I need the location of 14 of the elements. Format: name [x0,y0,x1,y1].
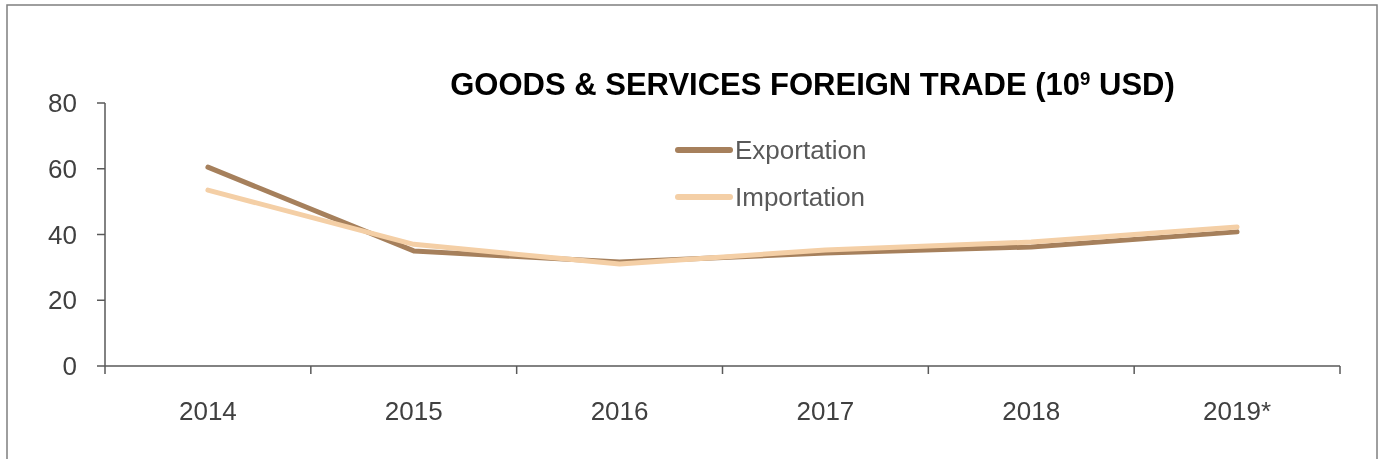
legend-label: Importation [735,182,866,213]
y-tick-label: 20 [48,285,77,316]
y-tick-label: 80 [48,88,77,119]
x-tick-label: 2019* [1203,396,1272,426]
x-tick-label: 2017 [796,396,855,426]
y-tick-label: 60 [48,153,77,184]
y-tick-label: 0 [62,351,77,382]
x-tick-label: 2018 [1002,396,1061,426]
y-tick-label: 40 [48,219,77,250]
x-tick-label: 2015 [384,396,443,426]
chart-title: GOODS & SERVICES FOREIGN TRADE (10$^{9}$ USD) [450,67,1175,102]
x-tick-label: 2014 [178,396,237,426]
x-tick-label: 2016 [590,396,649,426]
legend-label: Exportation [735,135,867,166]
